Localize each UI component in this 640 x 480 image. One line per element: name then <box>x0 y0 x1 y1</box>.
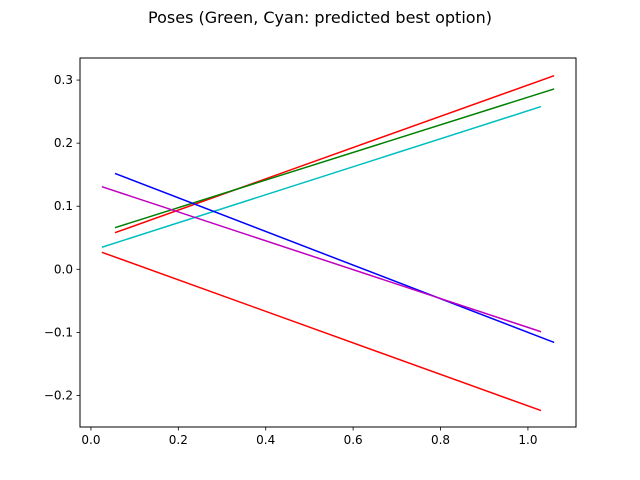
x-tick-label: 0.0 <box>81 433 100 447</box>
x-tick-label: 0.4 <box>256 433 275 447</box>
chart-title: Poses (Green, Cyan: predicted best optio… <box>148 8 492 27</box>
y-tick-label: 0.3 <box>54 73 73 87</box>
x-tick-label: 0.6 <box>344 433 363 447</box>
series-line-2 <box>114 88 555 229</box>
y-tick-label: 0.2 <box>54 136 73 150</box>
series-line-5 <box>101 185 542 333</box>
y-tick-label: 0.0 <box>54 262 73 276</box>
plot-frame <box>79 57 577 428</box>
x-tick-label: 0.2 <box>169 433 188 447</box>
x-axis-ticks: 0.0 0.2 0.4 0.6 0.8 1.0 <box>81 427 537 447</box>
series-line-6 <box>101 251 542 412</box>
x-tick-label: 0.8 <box>431 433 450 447</box>
plot-lines <box>101 74 555 412</box>
y-tick-label: −0.2 <box>44 388 73 402</box>
y-tick-label: −0.1 <box>44 325 73 339</box>
y-axis-ticks: −0.2 −0.1 0.0 0.1 0.2 0.3 <box>44 73 80 402</box>
series-line-1 <box>114 74 555 234</box>
x-tick-label: 1.0 <box>518 433 537 447</box>
series-line-4 <box>114 172 555 344</box>
series-line-3 <box>101 105 542 248</box>
y-tick-label: 0.1 <box>54 199 73 213</box>
